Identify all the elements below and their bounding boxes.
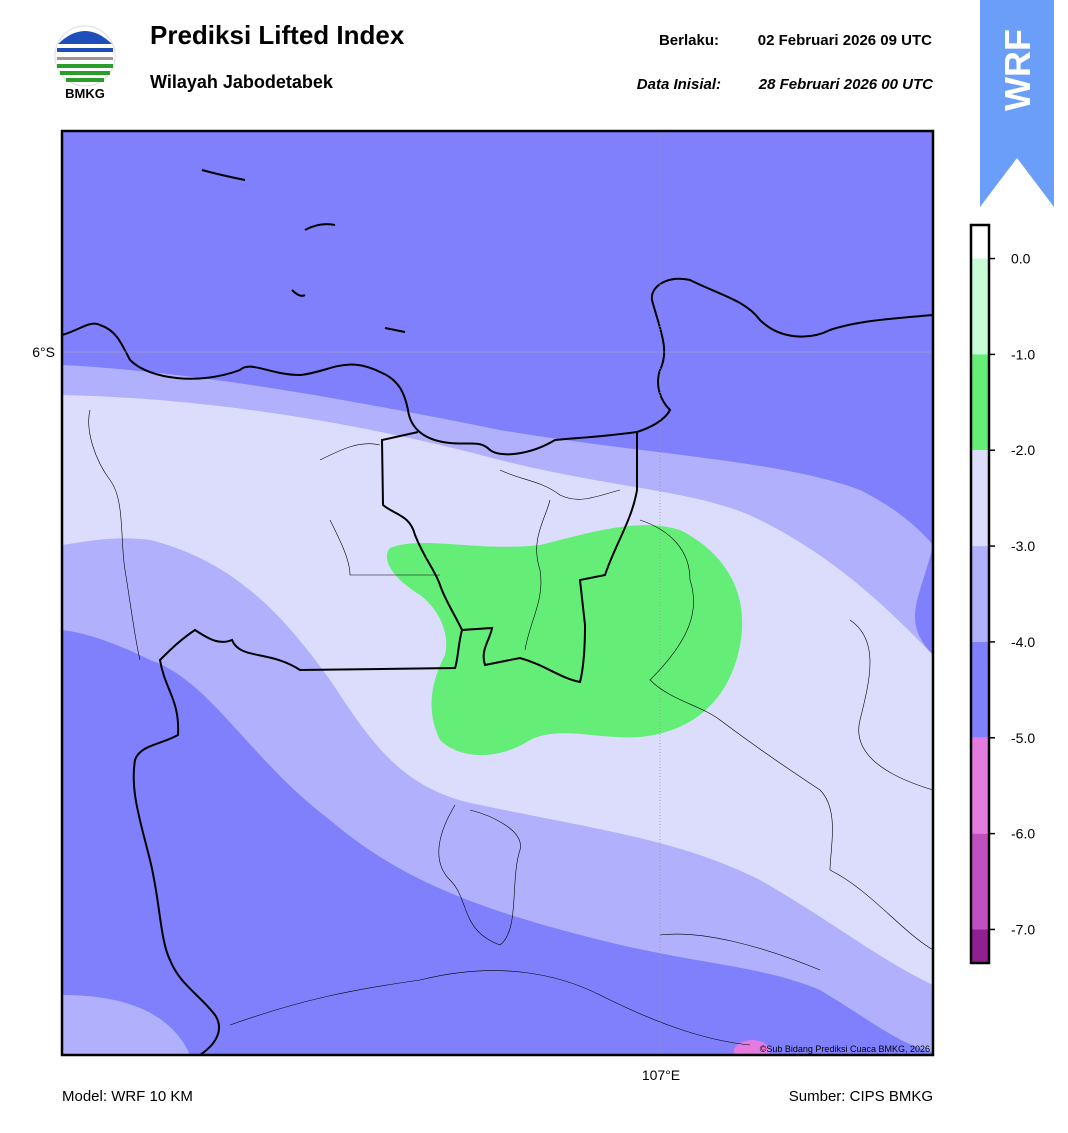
colorbar-tick-label: -5.0 <box>1011 730 1035 746</box>
map-frame <box>60 129 935 1057</box>
colorbar-band <box>971 641 989 738</box>
valid-label: Berlaku: <box>659 32 719 49</box>
footer-source: Sumber: CIPS BMKG <box>789 1088 933 1105</box>
colorbar-band <box>971 737 989 834</box>
colorbar-band <box>971 354 989 451</box>
colorbar-tick-label: -3.0 <box>1011 538 1035 554</box>
colorbar-tick-label: -1.0 <box>1011 346 1035 362</box>
colorbar-frame <box>969 223 991 965</box>
colorbar-tick-label: 0.0 <box>1011 251 1031 267</box>
logo-text: BMKG <box>65 86 105 101</box>
map: ©Sub Bidang Prediksi Cuaca BMKG, 2026 <box>62 131 933 1055</box>
colorbar-band <box>971 258 989 355</box>
colorbar-tick-label: -2.0 <box>1011 442 1035 458</box>
lon-label: 107°E <box>642 1067 680 1083</box>
init-time: 28 Februari 2026 00 UTC <box>758 76 934 93</box>
badge-text: WRF <box>997 29 1038 111</box>
init-label: Data Inisial: <box>637 76 721 93</box>
title: Prediksi Lifted Index <box>150 20 405 50</box>
footer-model: Model: WRF 10 KM <box>62 1088 193 1105</box>
colorbar-band <box>971 225 989 259</box>
valid-time: 02 Februari 2026 09 UTC <box>758 32 932 49</box>
colorbar-tick-label: -4.0 <box>1011 634 1035 650</box>
colorbar-band <box>971 833 989 930</box>
subtitle: Wilayah Jabodetabek <box>150 72 334 92</box>
lat-label: 6°S <box>32 344 55 360</box>
colorbar-band <box>971 546 989 642</box>
colorbar-band <box>971 929 989 963</box>
colorbar-tick-label: -7.0 <box>1011 921 1035 937</box>
colorbar-band <box>971 450 989 547</box>
badge <box>980 0 1054 207</box>
colorbar: 0.0 -1.0 -2.0 -3.0 -4.0 -5.0 -6.0 -7.0 <box>969 223 1035 965</box>
credit: ©Sub Bidang Prediksi Cuaca BMKG, 2026 <box>760 1044 930 1054</box>
colorbar-tick-label: -6.0 <box>1011 826 1035 842</box>
logo: BMKG <box>54 25 116 101</box>
